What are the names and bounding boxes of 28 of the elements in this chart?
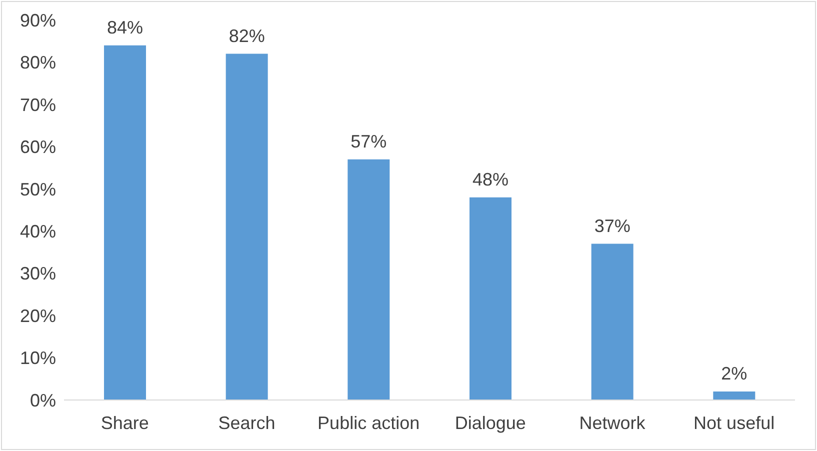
x-tick-label: Not useful: [694, 412, 775, 433]
y-tick-label: 60%: [20, 137, 56, 158]
data-label: 48%: [472, 169, 509, 190]
bar: [591, 244, 634, 400]
data-label: 82%: [228, 26, 265, 46]
x-tick-label: Dialogue: [454, 412, 526, 433]
x-tick-label: Share: [100, 412, 149, 433]
y-tick-label: 0%: [30, 390, 56, 410]
y-tick-label: 10%: [20, 348, 56, 368]
bar: [226, 54, 268, 400]
data-label: 84%: [106, 17, 144, 38]
data-label: 2%: [721, 364, 748, 384]
data-label: 37%: [594, 216, 630, 236]
bar: [713, 392, 756, 400]
x-tick-label: Network: [579, 412, 646, 433]
y-tick-label: 50%: [20, 179, 56, 200]
y-tick-label: 40%: [20, 222, 56, 242]
x-tick-label: Public action: [318, 412, 420, 433]
bar: [348, 159, 390, 400]
y-tick-label: 70%: [20, 94, 56, 115]
bar: [104, 45, 146, 400]
bar: [470, 197, 512, 400]
data-label: 57%: [350, 131, 387, 152]
y-tick-label: 30%: [20, 264, 56, 284]
y-tick-label: 80%: [20, 52, 56, 73]
y-tick-label: 90%: [20, 10, 56, 30]
x-tick-label: Search: [218, 412, 276, 433]
y-tick-label: 20%: [20, 306, 56, 326]
